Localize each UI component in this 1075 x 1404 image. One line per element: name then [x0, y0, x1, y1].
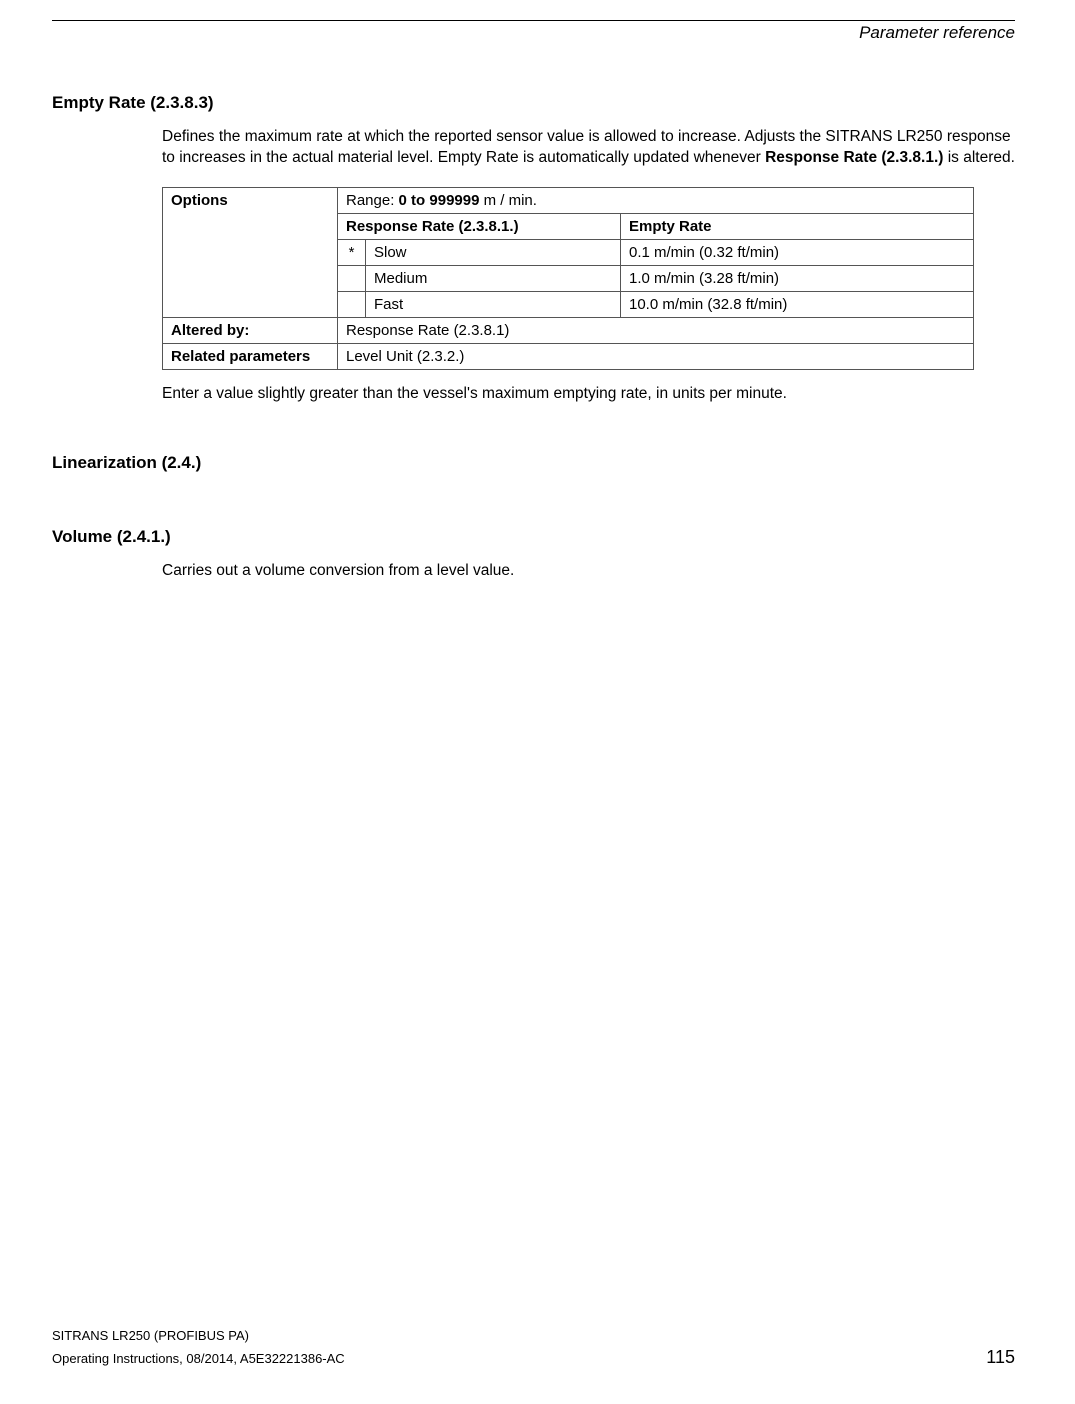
related-params-label: Related parameters	[163, 343, 338, 369]
range-suffix: m / min.	[479, 192, 537, 209]
star-cell	[338, 291, 366, 317]
star-cell: *	[338, 239, 366, 265]
options-label: Options	[163, 187, 338, 317]
rate-cell: Fast	[366, 291, 621, 317]
empty-rate-description: Defines the maximum rate at which the re…	[162, 127, 1015, 169]
empty-rate-table: Options Range: 0 to 999999 m / min. Resp…	[162, 187, 974, 370]
page-footer: SITRANS LR250 (PROFIBUS PA) Operating In…	[52, 1328, 1015, 1368]
section-heading-volume: Volume (2.4.1.)	[52, 527, 1015, 547]
empty-cell: 10.0 m/min (32.8 ft/min)	[621, 291, 974, 317]
col-header-empty: Empty Rate	[621, 213, 974, 239]
footer-product: SITRANS LR250 (PROFIBUS PA)	[52, 1328, 1015, 1343]
range-bold: 0 to 999999	[399, 192, 480, 209]
after-table-note: Enter a value slightly greater than the …	[162, 384, 1015, 405]
star-cell	[338, 265, 366, 291]
empty-cell: 0.1 m/min (0.32 ft/min)	[621, 239, 974, 265]
rate-cell: Slow	[366, 239, 621, 265]
related-params-value: Level Unit (2.3.2.)	[338, 343, 974, 369]
altered-by-value: Response Rate (2.3.8.1)	[338, 317, 974, 343]
section-heading-linearization: Linearization (2.4.)	[52, 453, 1015, 473]
para-bold-ref: Response Rate (2.3.8.1.)	[765, 149, 943, 166]
rate-cell: Medium	[366, 265, 621, 291]
range-cell: Range: 0 to 999999 m / min.	[338, 187, 974, 213]
range-prefix: Range:	[346, 192, 399, 209]
para-text-suffix: is altered.	[943, 149, 1015, 166]
header-section-title: Parameter reference	[859, 23, 1015, 42]
page-header: Parameter reference	[52, 20, 1015, 43]
altered-by-label: Altered by:	[163, 317, 338, 343]
col-header-response: Response Rate (2.3.8.1.)	[338, 213, 621, 239]
empty-cell: 1.0 m/min (3.28 ft/min)	[621, 265, 974, 291]
volume-description: Carries out a volume conversion from a l…	[162, 561, 1015, 582]
section-heading-empty-rate: Empty Rate (2.3.8.3)	[52, 93, 1015, 113]
page-number: 115	[986, 1347, 1015, 1368]
footer-docinfo: Operating Instructions, 08/2014, A5E3222…	[52, 1351, 345, 1366]
